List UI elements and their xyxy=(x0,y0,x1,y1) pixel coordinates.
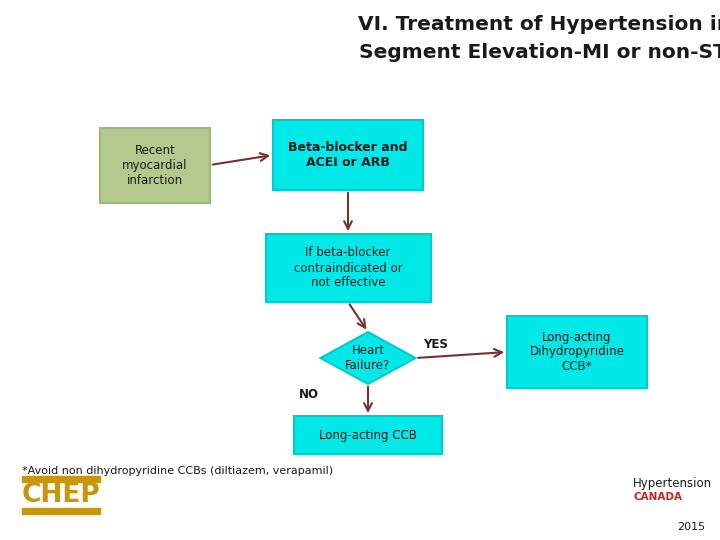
FancyBboxPatch shape xyxy=(266,234,431,302)
Text: CANADA: CANADA xyxy=(633,492,682,502)
Text: CHEP: CHEP xyxy=(22,482,100,508)
Polygon shape xyxy=(320,332,415,384)
FancyBboxPatch shape xyxy=(507,316,647,388)
Text: Hypertension: Hypertension xyxy=(633,477,712,490)
Text: Heart
Failure?: Heart Failure? xyxy=(346,344,391,372)
Text: Long-acting CCB: Long-acting CCB xyxy=(319,429,417,442)
Text: YES: YES xyxy=(423,338,449,351)
Bar xyxy=(22,508,100,514)
FancyBboxPatch shape xyxy=(294,416,442,454)
Text: Recent
myocardial
infarction: Recent myocardial infarction xyxy=(122,144,188,186)
FancyBboxPatch shape xyxy=(273,120,423,190)
Text: If beta-blocker
contraindicated or
not effective: If beta-blocker contraindicated or not e… xyxy=(294,246,402,289)
Text: 2015: 2015 xyxy=(677,522,705,532)
Bar xyxy=(22,476,100,482)
Text: VI. Treatment of Hypertension in Patients: VI. Treatment of Hypertension in Patient… xyxy=(358,16,720,35)
Text: Beta-blocker and
ACEI or ARB: Beta-blocker and ACEI or ARB xyxy=(288,141,408,169)
Text: NO: NO xyxy=(299,388,318,401)
Text: *Avoid non dihydropyridine CCBs (diltiazem, verapamil): *Avoid non dihydropyridine CCBs (diltiaz… xyxy=(22,466,333,476)
FancyBboxPatch shape xyxy=(100,127,210,202)
Text: Long-acting
Dihydropyridine
CCB*: Long-acting Dihydropyridine CCB* xyxy=(530,330,624,374)
Text: Segment Elevation-MI or non-ST Segment Elevation-MI: Segment Elevation-MI or non-ST Segment E… xyxy=(359,43,720,62)
